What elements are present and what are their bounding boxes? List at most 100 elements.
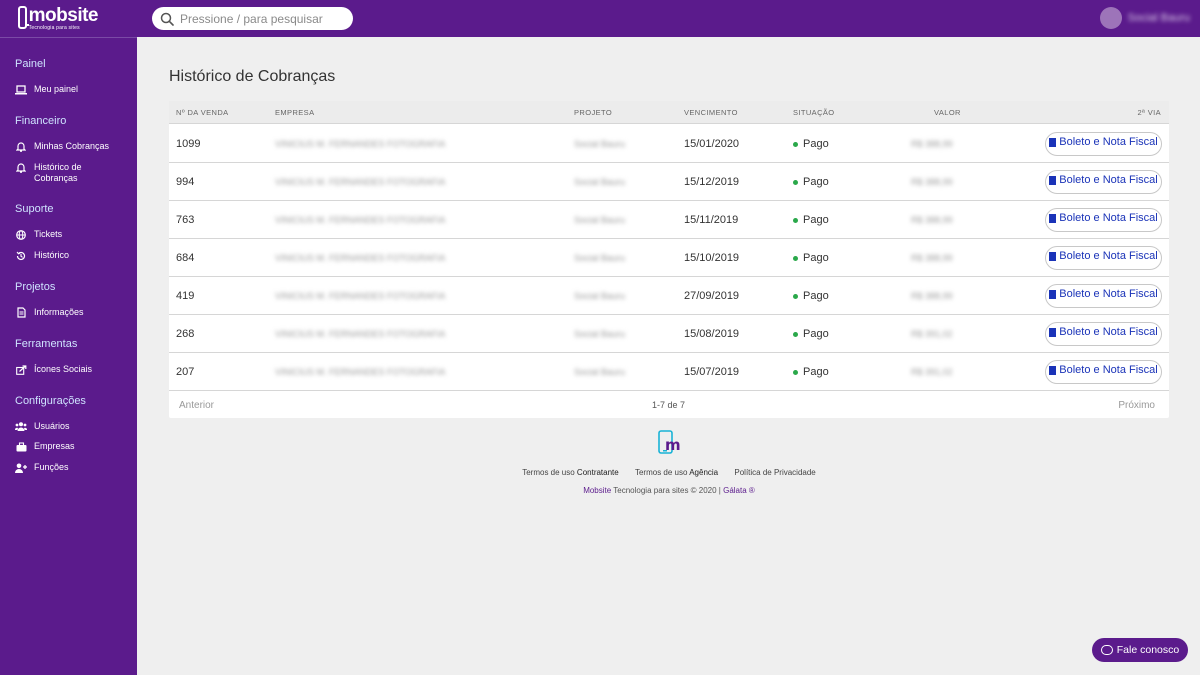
table-row: 268 VINICIUS M. FERNANDES FOTOGRAFIA Soc…	[169, 315, 1169, 353]
status-dot-icon	[793, 141, 798, 147]
terms-prefix: Termos de uso	[634, 468, 688, 477]
cell-valor: R$ 391,02	[911, 367, 953, 377]
terms-contractor-link[interactable]: Termos de uso Contratante	[522, 468, 619, 477]
cell-vencimento: 27/09/2019	[684, 290, 740, 302]
globe-icon	[15, 229, 27, 240]
bell-icon	[15, 162, 27, 173]
boleto-nota-fiscal-button[interactable]: Boleto e Nota Fiscal	[1045, 170, 1162, 194]
terms-agency-link[interactable]: Termos de uso Agência	[635, 468, 718, 477]
sidebar-item-historico[interactable]: Histórico	[15, 250, 69, 261]
cell-empresa: VINICIUS M. FERNANDES FOTOGRAFIA	[275, 253, 446, 263]
document-icon	[1049, 214, 1057, 223]
mobsite-logo[interactable]: mobsite Tecnologia para sites	[18, 5, 99, 32]
table-row: 1099 VINICIUS M. FERNANDES FOTOGRAFIA So…	[169, 125, 1169, 163]
sidebar-item-label: Tickets	[34, 229, 63, 239]
footer-copy-text: Tecnologia para sites © 2020 |	[613, 486, 721, 495]
pagination-next-button[interactable]: Próximo	[1118, 400, 1155, 411]
col-header-situacao[interactable]: SITUAÇÃO	[793, 108, 835, 117]
footer-brand-link[interactable]: Mobsite	[583, 486, 612, 495]
cell-projeto: Social Bauru	[574, 139, 626, 149]
boleto-nota-fiscal-button[interactable]: Boleto e Nota Fiscal	[1045, 322, 1162, 346]
sidebar-item-label: Usuários	[34, 421, 70, 431]
cell-projeto: Social Bauru	[574, 367, 626, 377]
cell-situacao: Pago	[793, 328, 829, 340]
button-label: Boleto e Nota Fiscal	[1059, 136, 1158, 148]
sidebar-item-label: Funções	[34, 462, 69, 472]
sidebar-item-meu-painel[interactable]: Meu painel	[15, 84, 78, 95]
cell-venda: 1099	[176, 138, 201, 150]
boleto-nota-fiscal-button[interactable]: Boleto e Nota Fiscal	[1045, 246, 1162, 270]
cell-valor: R$ 388,99	[911, 177, 953, 187]
sidebar-item-label: Histórico de Cobranças	[34, 162, 82, 183]
col-header-empresa[interactable]: EMPRESA	[275, 108, 315, 117]
sidebar-item-label: Histórico	[34, 250, 70, 260]
button-label: Boleto e Nota Fiscal	[1059, 288, 1158, 300]
cell-situacao: Pago	[793, 138, 829, 150]
file-icon	[15, 307, 27, 318]
sidebar-section-suporte: Suporte	[15, 203, 54, 215]
cell-situacao: Pago	[793, 366, 829, 378]
sidebar-item-icones-sociais[interactable]: Ícones Sociais	[15, 364, 92, 375]
boleto-nota-fiscal-button[interactable]: Boleto e Nota Fiscal	[1045, 132, 1162, 156]
search-input[interactable]	[180, 11, 340, 26]
terms-prefix: Termos de uso	[522, 468, 575, 477]
logo-tagline: Tecnologia para sites	[28, 25, 80, 31]
sidebar-item-historico-cobrancas[interactable]: Histórico de Cobranças	[15, 162, 125, 184]
cell-vencimento: 15/07/2019	[684, 366, 740, 378]
sidebar-item-informacoes[interactable]: Informações	[15, 307, 84, 318]
document-icon	[1049, 138, 1057, 147]
cell-valor: R$ 388,99	[911, 291, 953, 301]
chat-button[interactable]: Fale conosco	[1092, 638, 1188, 662]
search-bar[interactable]	[152, 7, 353, 30]
cell-situacao: Pago	[793, 176, 829, 188]
boleto-nota-fiscal-button[interactable]: Boleto e Nota Fiscal	[1045, 360, 1162, 384]
bell-icon	[15, 141, 27, 152]
sidebar-item-label: Empresas	[34, 441, 75, 451]
col-header-projeto[interactable]: PROJETO	[574, 108, 613, 117]
button-label: Boleto e Nota Fiscal	[1059, 250, 1158, 262]
cell-situacao: Pago	[793, 252, 829, 264]
user-menu[interactable]: Social Bauru	[1099, 7, 1190, 29]
sidebar-item-empresas[interactable]: Empresas	[15, 441, 75, 452]
status-dot-icon	[793, 369, 798, 375]
col-header-venda[interactable]: Nº DA VENDA	[176, 108, 229, 117]
col-header-valor[interactable]: VALOR	[934, 108, 961, 117]
sidebar-item-tickets[interactable]: Tickets	[15, 229, 62, 240]
button-label: Boleto e Nota Fiscal	[1059, 326, 1158, 338]
top-bar: mobsite Tecnologia para sites Social Bau…	[0, 0, 1200, 37]
logo-word: mobsite	[28, 5, 99, 26]
boleto-nota-fiscal-button[interactable]: Boleto e Nota Fiscal	[1045, 208, 1162, 232]
document-icon	[1049, 328, 1057, 337]
laptop-icon	[15, 84, 27, 95]
sidebar-section-financeiro: Financeiro	[15, 115, 67, 127]
document-icon	[1049, 252, 1057, 261]
cell-vencimento: 15/11/2019	[684, 214, 739, 226]
status-label: Pago	[803, 290, 829, 302]
status-dot-icon	[793, 255, 798, 261]
sidebar-item-usuarios[interactable]: Usuários	[15, 421, 70, 432]
mobsite-footer-logo-icon: m	[658, 430, 682, 454]
cell-situacao: Pago	[793, 214, 829, 226]
cell-valor: R$ 391,02	[911, 329, 953, 339]
svg-text:m: m	[665, 436, 681, 454]
sidebar: Painel Meu painel Financeiro Minhas Cobr…	[0, 37, 137, 675]
user-plus-icon	[15, 462, 27, 473]
privacy-policy-link[interactable]: Política de Privacidade	[734, 468, 816, 477]
footer-partner-link[interactable]: Gálata ®	[723, 486, 755, 495]
cell-empresa: VINICIUS M. FERNANDES FOTOGRAFIA	[275, 329, 446, 339]
sidebar-item-minhas-cobrancas[interactable]: Minhas Cobranças	[15, 141, 109, 152]
cell-projeto: Social Bauru	[574, 329, 626, 339]
cell-empresa: VINICIUS M. FERNANDES FOTOGRAFIA	[275, 177, 446, 187]
share-icon	[15, 364, 27, 375]
boleto-nota-fiscal-button[interactable]: Boleto e Nota Fiscal	[1045, 284, 1162, 308]
document-icon	[1049, 176, 1057, 185]
cell-venda: 419	[176, 290, 195, 302]
pagination-prev-button[interactable]: Anterior	[179, 400, 215, 411]
sidebar-item-funcoes[interactable]: Funções	[15, 462, 69, 473]
chat-bubble-icon	[1100, 645, 1113, 655]
cell-venda: 994	[176, 176, 195, 188]
col-header-vencimento[interactable]: VENCIMENTO	[684, 108, 738, 117]
cell-situacao: Pago	[793, 290, 829, 302]
sidebar-item-label: Ícones Sociais	[34, 364, 93, 374]
avatar[interactable]	[1099, 7, 1122, 29]
